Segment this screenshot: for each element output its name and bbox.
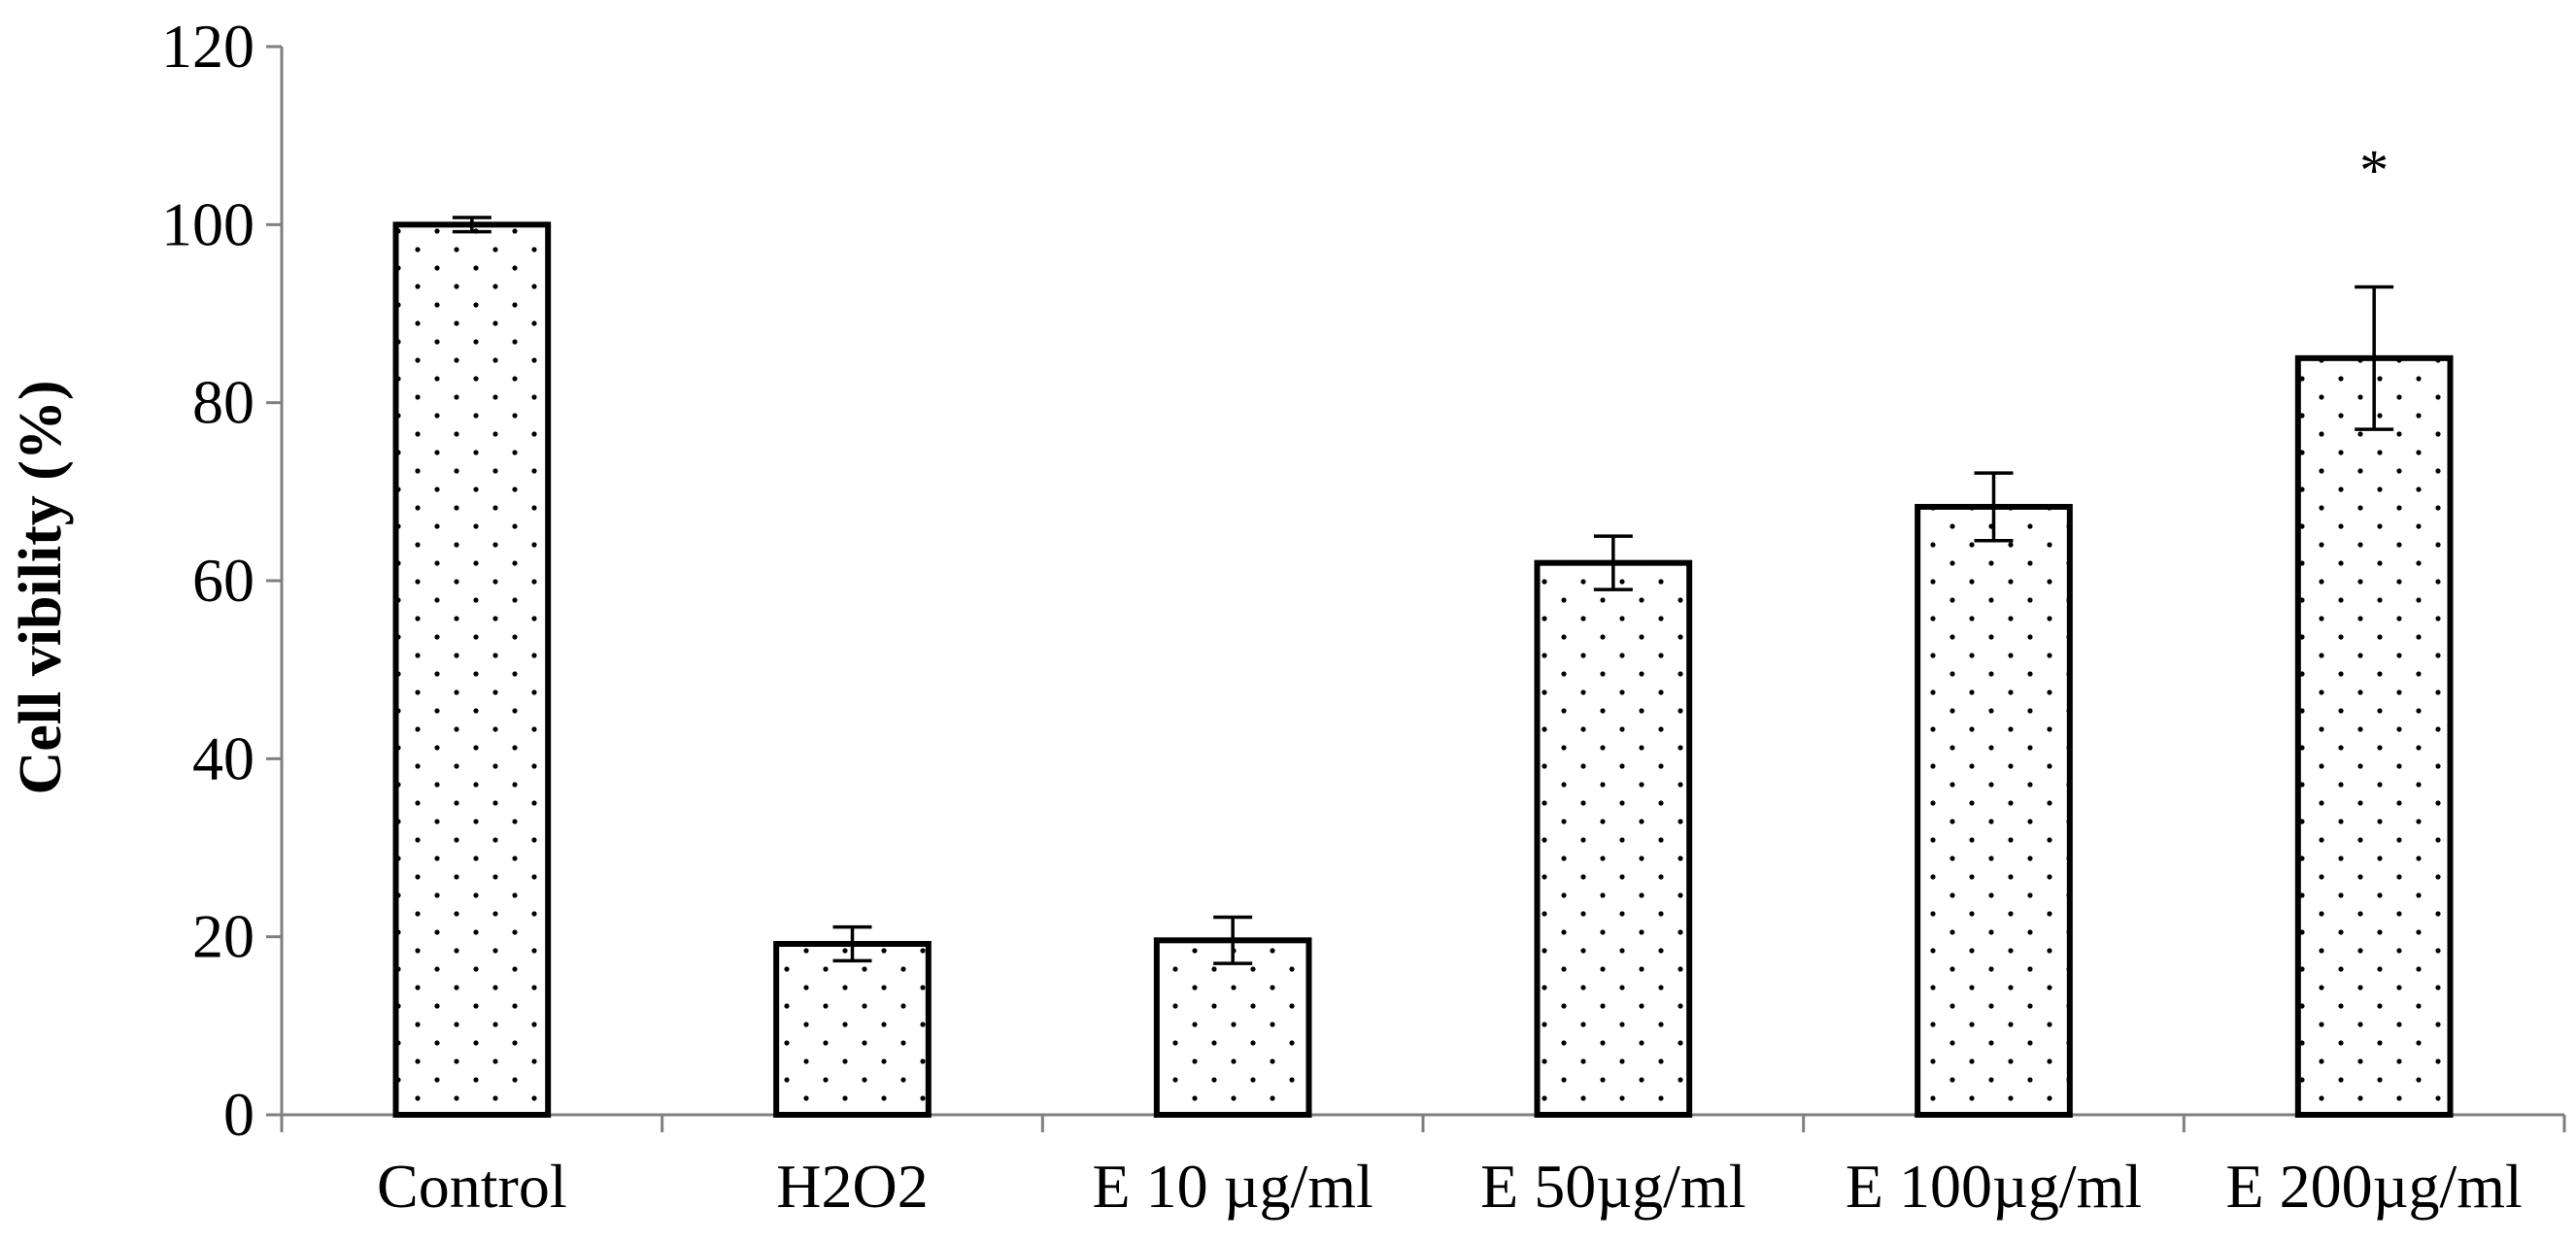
y-tick-label: 80 xyxy=(192,368,254,437)
y-tick-label: 120 xyxy=(161,12,254,81)
category-label: E 50µg/ml xyxy=(1480,1152,1746,1221)
bar xyxy=(773,941,932,1118)
y-axis-title: Cell vibility (%) xyxy=(8,380,74,794)
category-label: E 200µg/ml xyxy=(2226,1152,2523,1221)
y-tick-label: 20 xyxy=(192,902,254,971)
y-tick-label: 40 xyxy=(192,723,254,792)
bar xyxy=(1915,503,2073,1118)
category-label: Control xyxy=(377,1152,567,1221)
significance-marker: * xyxy=(2359,139,2389,203)
labels: 0 20 40 60 80 100 120 Control H2O2 E 10 µg/ml E 50… xyxy=(161,12,2523,1221)
category-label: H2O2 xyxy=(776,1152,928,1221)
bar xyxy=(1153,937,1312,1118)
y-tick-label: 100 xyxy=(161,189,254,258)
category-label: E 100µg/ml xyxy=(1846,1152,2142,1221)
bar xyxy=(2294,354,2454,1119)
category-label: E 10 µg/ml xyxy=(1093,1152,1373,1221)
bar xyxy=(1534,559,1693,1118)
y-tick-label: 60 xyxy=(192,546,254,615)
y-tick-label: 0 xyxy=(223,1080,254,1149)
bar xyxy=(392,221,552,1119)
axes xyxy=(266,45,2566,1132)
bars xyxy=(392,216,2454,1119)
